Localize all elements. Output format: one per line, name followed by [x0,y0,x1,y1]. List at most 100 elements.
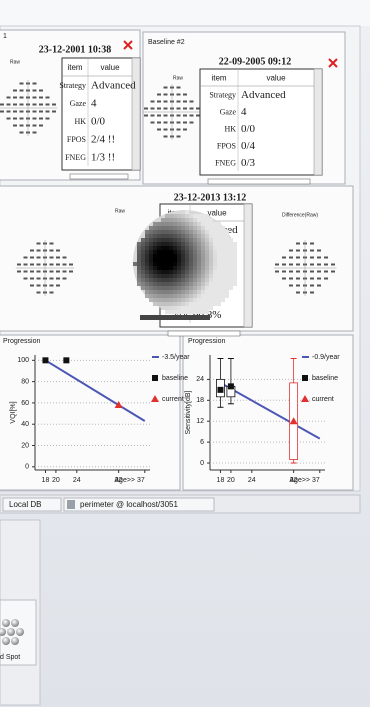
greyscale-cell [221,242,225,246]
info-table [61,57,141,171]
greyscale-cell [213,234,217,238]
field-point [310,256,314,259]
table-item: FNEG [215,158,236,167]
greyscale-cell [173,266,177,270]
greyscale-cell [221,278,225,282]
greyscale-cell [229,270,233,274]
greyscale-cell [141,238,145,242]
greyscale-cell [181,214,185,218]
sidebar-label[interactable]: d Spot [0,654,20,661]
greyscale-cell [177,214,181,218]
greyscale-cell [225,254,229,258]
greyscale-cell [169,266,173,270]
field-point [157,100,161,103]
greyscale-cell [193,266,197,270]
greyscale-cell [157,242,161,246]
chart-title: Progression [188,338,225,345]
greyscale-cell [185,230,189,234]
pager[interactable] [167,330,241,337]
field-point [163,114,168,117]
field-point [17,263,21,266]
greyscale-cell [161,242,165,246]
field-point [69,263,73,266]
status-cell[interactable] [2,497,62,512]
greyscale-cell [221,266,225,270]
field-point [189,107,194,110]
greyscale-cell [185,254,189,258]
spot-icon [0,619,24,645]
greyscale-cell [145,234,149,238]
greyscale-cell [217,270,221,274]
x-tick-label: Age>> 37 [114,477,144,484]
field-point [56,277,60,280]
greyscale-cell [213,222,217,226]
greyscale-cell [177,310,181,314]
scrollbar[interactable] [313,68,323,176]
greyscale-cell [225,234,229,238]
greyscale-cell [225,250,229,254]
field-point [30,270,34,273]
legend-label: current [312,396,334,403]
greyscale-cell [165,230,169,234]
field-point [32,131,37,134]
scrollbar[interactable] [131,57,141,171]
scrollbar[interactable] [243,203,253,328]
legend-label: baseline [312,375,338,382]
status-cell[interactable] [63,497,215,512]
field-point [32,103,37,106]
y-tick-label: 20 [21,442,29,449]
greyscale-cell [173,282,177,286]
x-tick-label: 32 [115,477,123,484]
test-date: 23-12-2013 13:12 [174,192,247,203]
greyscale-cell [153,270,157,274]
greyscale-cell [153,254,157,258]
greyscale-cell [189,262,193,266]
greyscale-cell [201,234,205,238]
greyscale-cell [185,282,189,286]
field-point [36,263,41,266]
greyscale-cell [185,306,189,310]
field-point [183,128,187,131]
greyscale-cell [197,250,201,254]
greyscale-cell [189,302,193,306]
greyscale-cell [197,242,201,246]
greyscale-cell [217,282,221,286]
pager[interactable] [207,178,311,185]
greyscale-cell [161,290,165,294]
greyscale-cell [193,234,197,238]
greyscale-cell [177,230,181,234]
greyscale-cell [205,250,209,254]
field-point [36,249,41,252]
greyscale-cell [189,230,193,234]
greyscale-cell [201,246,205,250]
greyscale-cell [193,226,197,230]
greyscale-cell [173,238,177,242]
greyscale-cell [165,278,169,282]
pager[interactable] [69,173,129,180]
greyscale-cell [169,234,173,238]
greyscale-cell [133,262,137,266]
table-item: FPOS [217,141,236,150]
greyscale-cell [161,250,165,254]
greyscale-cell [153,286,157,290]
greyscale-cell [193,290,197,294]
close-icon[interactable] [123,40,133,50]
table-value: Advanced [91,80,136,92]
field-point [176,121,181,124]
close-icon[interactable] [328,58,338,68]
field-point [150,100,155,103]
table-value: 0/0 [241,123,256,135]
greyscale-cell [205,310,209,314]
table-header: item [211,74,226,83]
greyscale-cell [221,294,225,298]
greyscale-cell [221,282,225,286]
greyscale-cell [209,218,213,222]
greyscale-cell [189,278,193,282]
greyscale-cell [205,290,209,294]
field-point [331,263,335,266]
greyscale-cell [145,266,149,270]
greyscale-cell [201,290,205,294]
greyscale-cell [145,254,149,258]
greyscale-cell [209,298,213,302]
field-point [289,284,293,287]
